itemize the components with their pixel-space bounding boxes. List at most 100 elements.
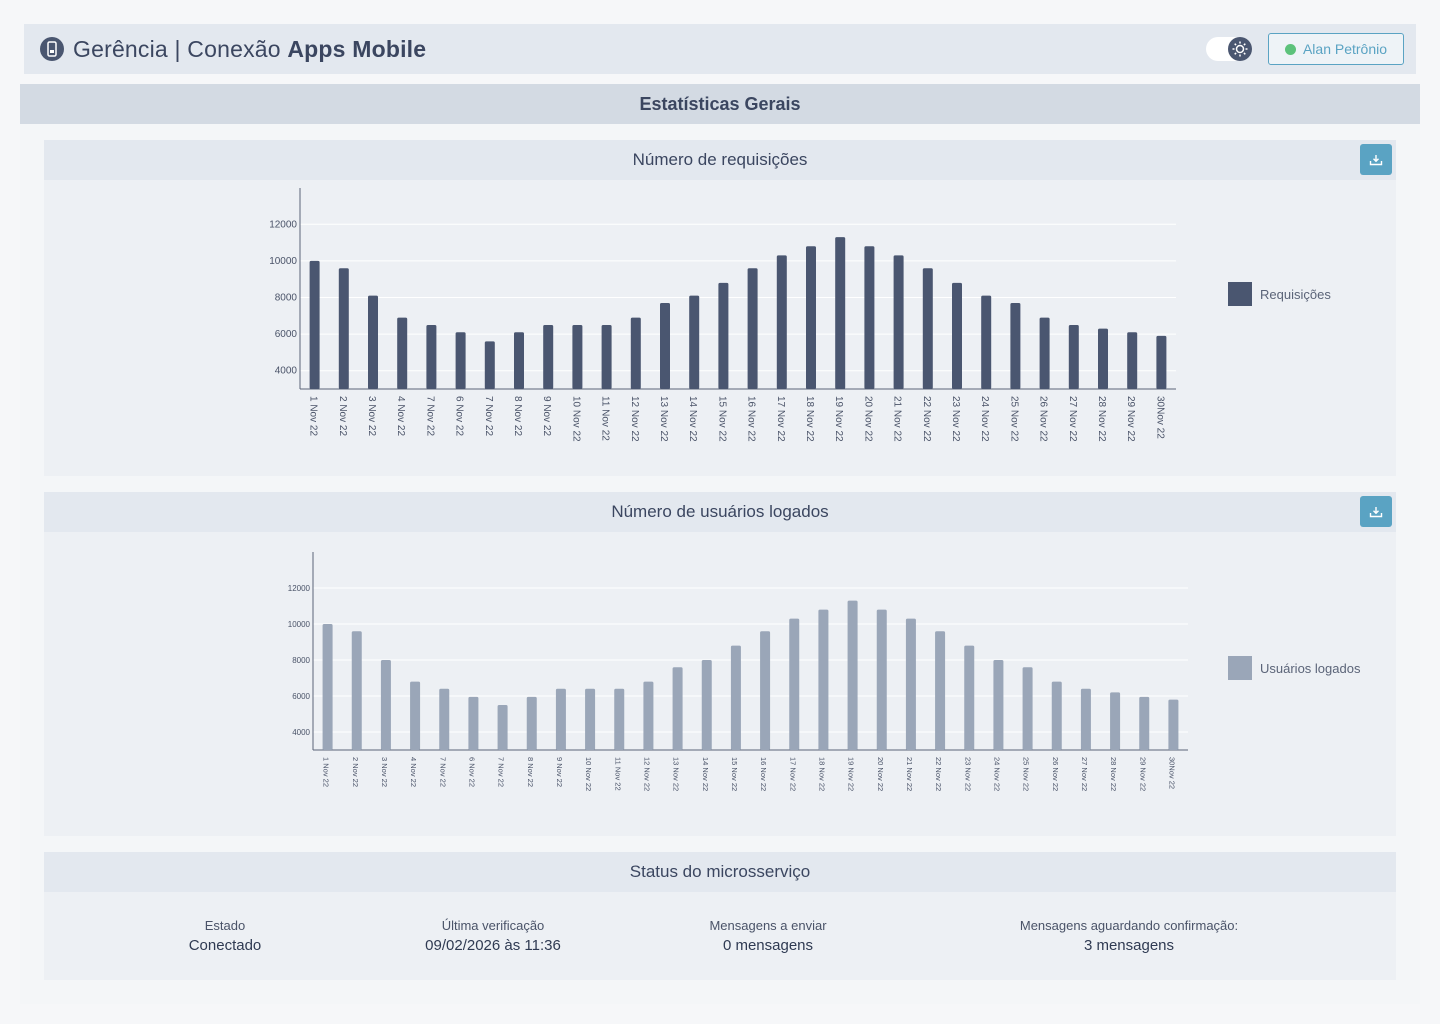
- x-tick-label: 6 Nov 22: [467, 757, 476, 787]
- user-name: Alan Petrônio: [1302, 41, 1388, 57]
- app-title-product: Apps Mobile: [287, 35, 427, 62]
- x-tick-label: 14 Nov 22: [701, 757, 710, 791]
- chart-bar: [585, 688, 596, 750]
- x-tick-label: 21 Nov 22: [892, 396, 903, 442]
- x-tick-label: 22 Nov 22: [934, 757, 943, 791]
- chart-bar: [439, 688, 450, 750]
- x-tick-label: 30Nov 22: [1167, 757, 1176, 789]
- requests-bar-chart: 4000 6000 8000 10000 12000 1 Nov 22 2 Nov 22 3 …: [269, 188, 1176, 442]
- x-tick-label: 4 Nov 22: [395, 396, 406, 436]
- chart-bar: [981, 295, 992, 389]
- x-tick-label: 20 Nov 22: [862, 396, 873, 442]
- x-tick-label: 11 Nov 22: [600, 396, 611, 441]
- x-tick-label: 1 Nov 22: [322, 757, 331, 787]
- chart-bar: [322, 624, 333, 750]
- download-icon: [1369, 154, 1383, 165]
- requests-chart-header: Número de requisições: [44, 140, 1396, 180]
- chart-bar: [718, 282, 729, 389]
- x-tick-label: 26 Nov 22: [1038, 396, 1049, 442]
- chart-bar: [806, 246, 816, 389]
- x-tick-label: 2 Nov 22: [351, 757, 360, 787]
- chart-bar: [555, 688, 566, 750]
- download-icon: [1369, 506, 1383, 517]
- x-tick-label: 27 Nov 22: [1080, 757, 1089, 791]
- app-logo-icon: [40, 37, 64, 61]
- chart-bar: [1168, 699, 1179, 750]
- status-item-last-check: Última verificação 09/02/2026 às 11:36: [425, 918, 561, 954]
- users-legend-label: Usuários logados: [1260, 660, 1361, 676]
- chart-bar: [660, 302, 670, 389]
- statistics-panel: Estatísticas Gerais Número de requisiçõe…: [20, 84, 1420, 1004]
- chart-bar: [701, 660, 712, 750]
- chart-bar: [1051, 681, 1062, 750]
- status-item-pending-messages: Mensagens a enviar 0 mensagens: [709, 918, 826, 954]
- requests-chart-card: Número de requisições 4000 6000 8000 10000 1…: [44, 140, 1396, 476]
- x-tick-label: 27 Nov 22: [1067, 396, 1078, 442]
- x-tick-label: 24 Nov 22: [979, 396, 990, 442]
- chart-bar: [397, 317, 408, 389]
- x-tick-label: 18 Nov 22: [817, 757, 826, 791]
- chart-bar: [952, 282, 962, 389]
- status-item-label: Última verificação: [441, 918, 545, 933]
- chart-bar: [426, 324, 437, 389]
- y-tick-label: 12000: [288, 584, 311, 593]
- chart-bar: [935, 631, 946, 750]
- app-title: Gerência | Conexão Apps Mobile: [73, 36, 426, 63]
- x-tick-label: 13 Nov 22: [658, 396, 669, 442]
- x-tick-label: 26 Nov 22: [1051, 757, 1060, 791]
- users-download-button[interactable]: [1360, 496, 1392, 527]
- chart-bar: [630, 317, 641, 389]
- theme-toggle[interactable]: [1206, 37, 1252, 61]
- status-card-title: Status do microsserviço: [629, 862, 811, 881]
- y-tick-label: 8000: [292, 656, 310, 665]
- x-tick-label: 24 Nov 22: [992, 757, 1001, 791]
- x-tick-label: 29 Nov 22: [1138, 757, 1147, 791]
- status-item-value: 0 mensagens: [722, 937, 814, 954]
- x-tick-label: 9 Nov 22: [541, 396, 552, 436]
- status-card-header: Status do microsserviço: [44, 852, 1396, 892]
- x-tick-label: 17 Nov 22: [775, 396, 786, 442]
- x-tick-label: 18 Nov 22: [804, 396, 815, 442]
- x-tick-label: 16 Nov 22: [759, 757, 768, 791]
- chart-bar: [730, 645, 741, 750]
- users-chart-title: Número de usuários logados: [611, 502, 829, 521]
- x-tick-label: 16 Nov 22: [746, 396, 757, 442]
- x-tick-label: 1 Nov 22: [308, 396, 319, 436]
- x-tick-label: 13 Nov 22: [672, 757, 681, 791]
- y-tick-label: 8000: [275, 293, 298, 304]
- x-tick-label: 23 Nov 22: [963, 757, 972, 791]
- x-tick-label: 28 Nov 22: [1096, 396, 1107, 442]
- page-title: Estatísticas Gerais: [20, 84, 1420, 124]
- x-tick-label: 29 Nov 22: [1125, 396, 1136, 442]
- chart-bar: [835, 237, 846, 389]
- x-tick-label: 21 Nov 22: [905, 757, 914, 791]
- chart-bar: [747, 268, 758, 389]
- status-item-state: Estado Conectado: [189, 918, 262, 954]
- user-menu-button[interactable]: Alan Petrônio: [1268, 33, 1404, 65]
- x-tick-label: 7 Nov 22: [438, 757, 447, 787]
- x-tick-label: 11 Nov 22: [613, 757, 622, 791]
- x-tick-label: 22 Nov 22: [921, 396, 932, 442]
- x-tick-label: 9 Nov 22: [555, 757, 564, 787]
- x-tick-label: 23 Nov 22: [950, 396, 961, 442]
- chart-bar: [514, 332, 524, 389]
- chart-bar: [468, 696, 479, 750]
- x-tick-label: 8 Nov 22: [526, 757, 535, 787]
- x-tick-label: 25 Nov 22: [1008, 396, 1019, 442]
- top-bar: Gerência | Conexão Apps Mobile Alan Petr…: [24, 24, 1416, 74]
- status-item-label: Mensagens a enviar: [709, 918, 827, 933]
- x-tick-label: 3 Nov 22: [366, 396, 377, 436]
- chart-bar: [497, 705, 508, 750]
- chart-bar: [368, 295, 378, 389]
- status-item-value: Conectado: [188, 937, 262, 954]
- users-legend-swatch: [1228, 656, 1252, 680]
- users-chart-header: Número de usuários logados: [44, 492, 1396, 532]
- status-item-value: 09/02/2026 às 11:36: [425, 937, 561, 954]
- users-bar-chart: 4000 6000 8000 10000 12000 1 Nov 22 2 Nov 22 3 …: [288, 552, 1188, 791]
- x-tick-label: 19 Nov 22: [833, 396, 844, 442]
- x-tick-label: 7 Nov 22: [424, 396, 435, 436]
- users-legend: Usuários logados: [1228, 656, 1360, 680]
- chart-bar: [760, 631, 771, 750]
- requests-download-button[interactable]: [1360, 144, 1392, 175]
- status-item-label: Estado: [204, 918, 246, 933]
